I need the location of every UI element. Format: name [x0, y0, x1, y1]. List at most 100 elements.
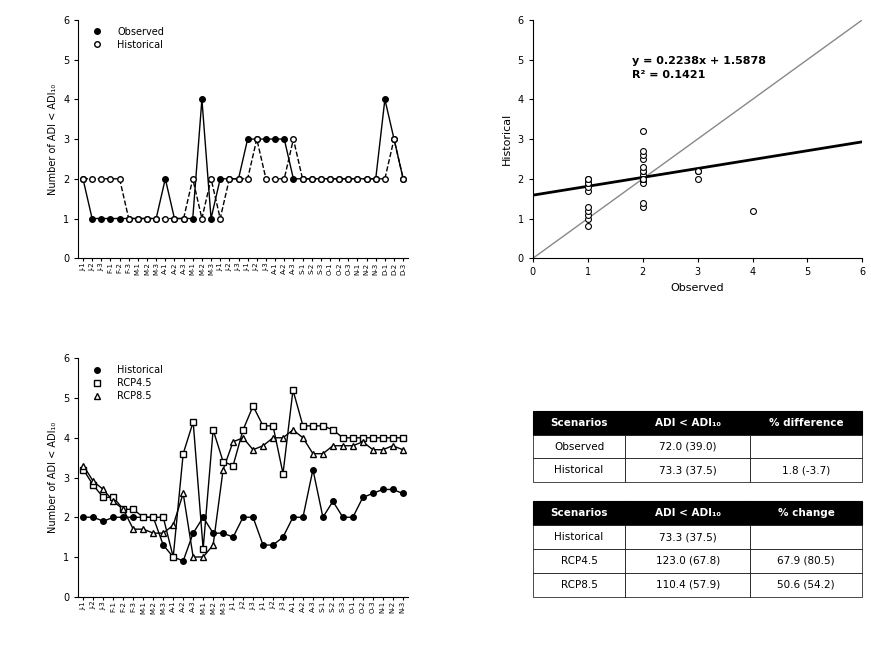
Point [636, 146, 650, 156]
Point [636, 202, 650, 212]
Historical [78, 175, 88, 183]
RCP4.5 [368, 434, 378, 442]
Observed [325, 175, 335, 183]
Y-axis label: Number of ADI < ADI₁₀: Number of ADI < ADI₁₀ [48, 84, 57, 195]
Legend: Observed, Historical: Observed, Historical [84, 25, 166, 52]
Point [691, 166, 705, 176]
Historical [206, 175, 216, 183]
Historical [343, 175, 354, 183]
Text: 72.0 (39.0): 72.0 (39.0) [659, 442, 717, 452]
RCP8.5 [128, 525, 138, 533]
RCP4.5 [397, 434, 408, 442]
Historical [158, 541, 168, 549]
Historical [288, 135, 299, 143]
Text: 50.6 (54.2): 50.6 (54.2) [778, 579, 835, 590]
Historical [378, 485, 388, 493]
Historical [398, 175, 408, 183]
Historical [228, 533, 239, 541]
Point [636, 174, 650, 184]
Observed [160, 175, 171, 183]
Historical [169, 215, 179, 223]
Historical [198, 513, 208, 521]
Historical [208, 529, 219, 537]
Bar [533, 501, 625, 525]
Historical [334, 175, 344, 183]
Point [691, 174, 705, 184]
RCP8.5 [397, 446, 408, 453]
Historical [368, 489, 378, 497]
Text: 73.3 (37.5): 73.3 (37.5) [658, 465, 717, 475]
Historical [215, 215, 226, 223]
Point [636, 174, 650, 184]
Text: ADI < ADI₁₀: ADI < ADI₁₀ [655, 418, 720, 428]
Bar [750, 501, 862, 525]
Historical [138, 513, 148, 521]
RCP4.5 [138, 513, 148, 521]
Historical [397, 489, 408, 497]
Observed [96, 215, 106, 223]
Point [581, 206, 595, 216]
RCP8.5 [118, 505, 129, 513]
Observed [114, 215, 125, 223]
Historical [233, 175, 244, 183]
Historical [218, 529, 228, 537]
Historical [151, 215, 161, 223]
Historical [168, 553, 179, 561]
Text: 123.0 (67.8): 123.0 (67.8) [656, 556, 719, 566]
Text: y = 0.2238x + 1.5878
R² = 0.1421: y = 0.2238x + 1.5878 R² = 0.1421 [631, 56, 766, 80]
RCP4.5 [318, 422, 328, 430]
Observed [388, 135, 399, 143]
RCP4.5 [228, 461, 239, 469]
Point [636, 174, 650, 184]
Bar [533, 411, 625, 435]
RCP4.5 [338, 434, 348, 442]
Line: Historical: Historical [81, 467, 406, 564]
Observed [352, 175, 362, 183]
RCP4.5 [287, 386, 298, 394]
Bar [533, 435, 625, 458]
RCP8.5 [287, 426, 298, 434]
Bar [750, 549, 862, 573]
Historical [307, 175, 317, 183]
RCP4.5 [88, 481, 98, 489]
Historical [361, 175, 372, 183]
Historical [318, 513, 328, 521]
Observed [197, 95, 207, 103]
Historical [298, 513, 308, 521]
RCP8.5 [158, 529, 168, 537]
RCP8.5 [358, 438, 368, 446]
Bar [625, 411, 750, 435]
Point [636, 150, 650, 160]
RCP4.5 [108, 493, 118, 501]
RCP4.5 [118, 505, 129, 513]
RCP8.5 [318, 450, 328, 457]
Observed [279, 135, 289, 143]
RCP4.5 [218, 457, 228, 465]
Historical [358, 493, 368, 501]
Historical [248, 513, 259, 521]
Observed [260, 135, 271, 143]
Historical [87, 175, 98, 183]
RCP4.5 [168, 553, 179, 561]
Observed [142, 215, 152, 223]
RCP4.5 [278, 469, 288, 477]
Line: Observed: Observed [80, 97, 406, 221]
Historical [160, 215, 171, 223]
Text: Historical: Historical [555, 532, 604, 542]
Observed [206, 215, 216, 223]
Text: 67.9 (80.5): 67.9 (80.5) [778, 556, 835, 566]
Historical [105, 175, 116, 183]
Historical [118, 513, 129, 521]
Bar [625, 435, 750, 458]
RCP8.5 [258, 442, 268, 450]
Observed [380, 95, 390, 103]
RCP8.5 [208, 541, 219, 549]
RCP8.5 [138, 525, 148, 533]
Point [581, 178, 595, 188]
RCP4.5 [307, 422, 318, 430]
Bar [533, 573, 625, 597]
Historical [88, 513, 98, 521]
RCP8.5 [388, 442, 398, 450]
RCP8.5 [78, 461, 89, 469]
Historical [188, 529, 199, 537]
